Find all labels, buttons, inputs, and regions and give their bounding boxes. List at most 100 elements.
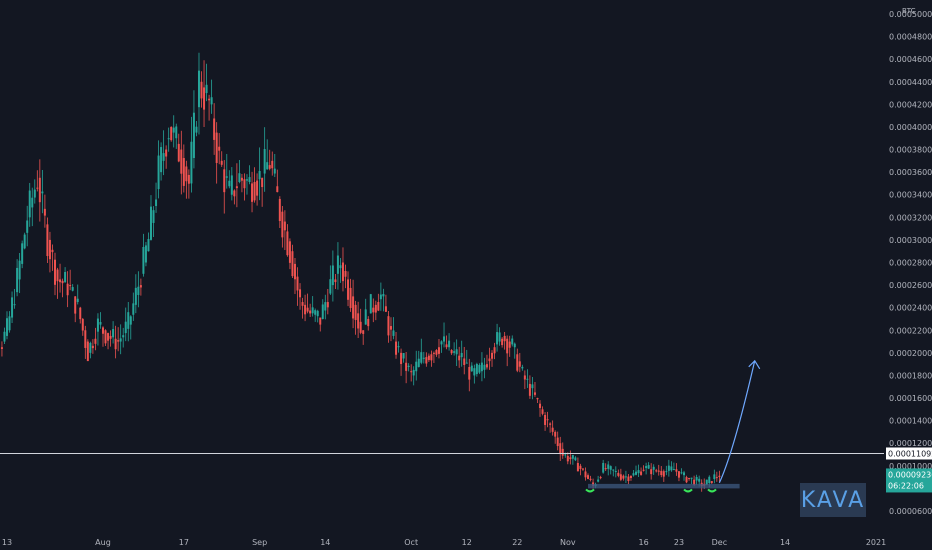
price-axis[interactable]: 0.000060000.000080000.000100000.00012000…: [889, 10, 932, 516]
candle-body: [640, 471, 643, 475]
candle-body: [220, 160, 223, 165]
time-tick-label: 23: [674, 538, 684, 547]
candle-body: [6, 318, 8, 336]
time-tick-label: 22: [512, 538, 522, 547]
candle-body: [556, 437, 559, 447]
candle-body: [96, 318, 99, 332]
candle-body: [624, 476, 627, 478]
candle-body: [445, 344, 448, 348]
candle-body: [71, 287, 74, 291]
candle-body: [523, 375, 526, 380]
candle-body: [190, 141, 193, 184]
candle-body: [187, 174, 190, 184]
symbol-watermark: KAVA: [801, 488, 865, 513]
candle-body: [160, 147, 163, 173]
candle-body: [564, 454, 567, 456]
time-tick-label: 16: [638, 538, 648, 547]
candle-body: [460, 352, 463, 358]
candle-body: [629, 475, 632, 479]
candle-body: [69, 285, 72, 287]
candle-body: [501, 338, 504, 346]
candle-body: [579, 465, 582, 469]
candle-body: [473, 368, 476, 376]
candle-body: [384, 306, 387, 312]
candle-body: [213, 118, 216, 140]
candle-body: [8, 316, 11, 331]
candle-body: [533, 392, 536, 395]
candle-body: [513, 343, 516, 348]
candle-body: [240, 177, 243, 181]
candle-body: [536, 398, 539, 400]
price-line-badge-label: 0.00011092: [888, 449, 932, 458]
candle-body: [203, 87, 206, 110]
candle-body: [387, 316, 390, 336]
candle-body: [367, 318, 370, 327]
candle-body: [74, 296, 77, 314]
support-zone[interactable]: [588, 483, 740, 489]
time-tick-label: 14: [320, 538, 330, 547]
candle-body: [253, 182, 256, 201]
candle-body: [415, 361, 418, 372]
candle-body: [316, 310, 319, 317]
candle-body: [619, 474, 622, 480]
candle-body: [218, 146, 221, 151]
candle-body: [427, 355, 430, 361]
candle-body: [139, 285, 142, 288]
candle-body: [420, 352, 423, 363]
candle-body: [157, 155, 160, 190]
candle-body: [296, 276, 299, 291]
projection-arrow[interactable]: [718, 360, 756, 484]
candle-body: [235, 186, 238, 189]
candle-body: [655, 470, 658, 472]
time-tick-label: 12: [462, 538, 472, 547]
candle-body: [698, 478, 701, 482]
candle-body: [599, 477, 602, 479]
candle-body: [672, 469, 675, 471]
candle-body: [402, 353, 405, 359]
candle-body: [539, 403, 542, 408]
candle-body: [531, 384, 534, 389]
candle-body: [690, 477, 693, 479]
candle-body: [177, 143, 180, 162]
candle-body: [357, 313, 360, 329]
candle-body: [425, 357, 428, 364]
candle-body: [635, 471, 638, 475]
candle-body: [94, 338, 97, 344]
candle-body: [23, 234, 26, 249]
time-axis[interactable]: 13 Aug 17 Sep 14 Oct 12 22 Nov 16 23 Dec 14 2021: [2, 538, 886, 547]
candle-body: [705, 479, 708, 486]
candle-body: [463, 358, 466, 365]
candle-body: [251, 183, 254, 202]
candle-body: [215, 132, 218, 163]
candle-body: [248, 177, 251, 183]
candle-body: [86, 341, 89, 362]
candle-body: [233, 190, 236, 197]
candles-layer: [0, 52, 721, 492]
candle-body: [281, 211, 284, 238]
candle-body: [149, 206, 152, 240]
candle-body: [544, 414, 547, 425]
candle-body: [273, 168, 276, 174]
candle-body: [478, 364, 481, 373]
candle-body: [627, 476, 630, 482]
candle-body: [571, 455, 574, 459]
candle-body: [359, 321, 362, 333]
candle-body: [306, 307, 309, 312]
candle-body: [430, 354, 433, 361]
candle-body: [165, 149, 168, 157]
candle-body: [314, 310, 317, 315]
candle-body: [172, 127, 175, 133]
candle-body: [407, 365, 410, 367]
candle-body: [662, 471, 665, 477]
candle-body: [392, 330, 395, 336]
candle-body: [503, 335, 506, 342]
candle-body: [680, 472, 683, 474]
